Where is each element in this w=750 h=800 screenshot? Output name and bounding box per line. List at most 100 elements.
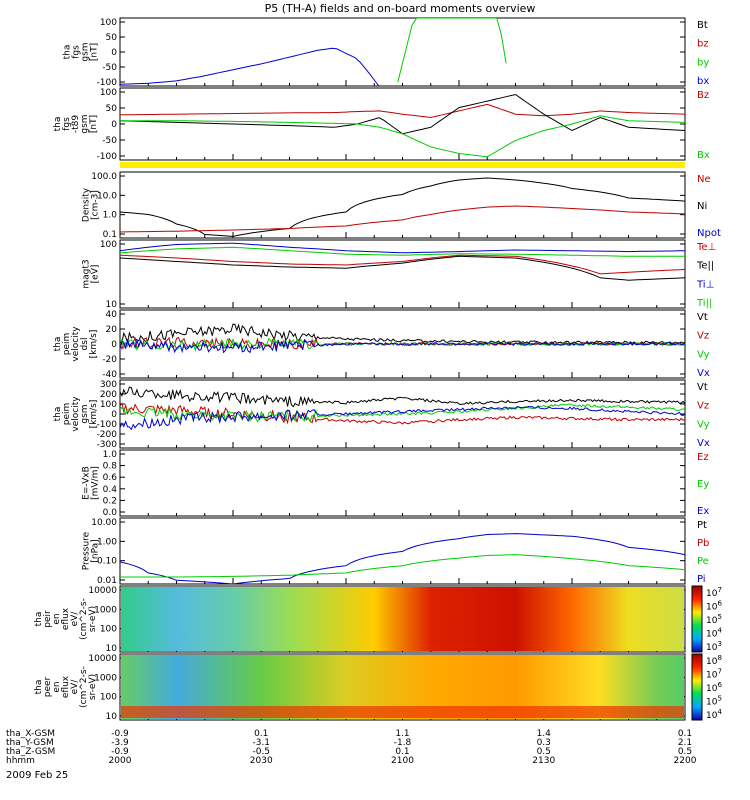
y-axis-label-line: peir — [43, 610, 53, 628]
y-tick-label: 10 — [106, 300, 118, 310]
y-tick-label: 50 — [106, 104, 118, 114]
y-tick-label: -50 — [102, 136, 117, 146]
legend-entry: Te|| — [696, 261, 714, 272]
colorbar-tick-base: 10 — [706, 711, 718, 721]
panel-efield: E=-VxB[mV/m]1.0 0.80.6 0.40.2 0.0 Ez Ey Ex — [82, 449, 709, 518]
colorbar-tick-base: 10 — [706, 630, 718, 640]
series-line-Ne — [120, 205, 685, 233]
legend-entry: Ni — [697, 201, 707, 212]
orbit-row-label: tha_X-GSM — [6, 729, 55, 739]
y-axis-label: E=-VxB[mV/m] — [82, 466, 101, 500]
legend-entry: Bt — [697, 20, 708, 31]
panel-stack: thafgsgsm[nT]100500-50-100Btbzbybxthafgs… — [34, 17, 722, 722]
colorbar-tick-exp: 6 — [717, 681, 722, 689]
y-axis-label-line: [nT] — [90, 43, 100, 61]
y-tick-label: -100 — [97, 152, 118, 162]
orbit-row-value: -3.1 — [252, 738, 270, 748]
y-axis-label-line: sr-eV) — [88, 674, 98, 700]
y-axis-label-line: velocity — [71, 396, 81, 432]
y-axis-label: thapeirenefluxeV/(cm^2-s-sr-eV) — [34, 598, 98, 640]
panel-velocity_dsl: thapeimvelocitydsl[km/s] 40 20 0 -20 -40 Vt Vz V… — [53, 309, 710, 380]
y-tick-label: -200 — [97, 430, 118, 440]
series-line-by — [397, 18, 507, 83]
orbit-row-value: -3.9 — [111, 738, 129, 748]
panel-velocity_gsm: thapeimvelocitygsm[km/s]3002001000-100-2… — [53, 379, 710, 450]
y-tick-label: 0 — [111, 340, 117, 350]
legend-entry: Ne — [697, 174, 711, 185]
colorbar-bar — [691, 653, 703, 721]
orbit-row-value: -0.9 — [111, 729, 129, 739]
colorbar-tick-base: 10 — [706, 657, 718, 667]
y-axis-label-line: tha — [53, 337, 63, 352]
y-axis-label-line: [km/s] — [89, 330, 99, 359]
y-tick-label: 300 — [100, 380, 117, 390]
series-line-Te|| — [120, 255, 685, 281]
y-tick-label: 0.1 — [103, 230, 117, 240]
y-tick-label: 100 — [100, 18, 117, 28]
orbit-row-value: 2130 — [532, 756, 555, 766]
orbit-row-value: 2200 — [674, 756, 697, 766]
y-axis-label-line: [km/s] — [89, 400, 99, 429]
y-tick-label: 50 — [106, 33, 118, 43]
y-axis-label: thapeerenefluxeV/(cm^2-s-sr-eV) — [34, 666, 98, 708]
orbit-footer: tha_X-GSM -0.9 0.1 1.1 1.4 0.1 tha_Y-GSM -3.9 -3… — [6, 729, 697, 766]
y-tick-label: 10 — [106, 712, 118, 722]
y-tick-label: 1000 — [94, 605, 117, 615]
legend-entry: Vz — [697, 401, 709, 412]
series-group — [120, 323, 685, 354]
y-tick-label: 1.00 — [97, 537, 117, 547]
colorbar-tick-label: 104 — [706, 627, 722, 640]
y-axis-label-line: eV/ — [70, 679, 80, 695]
orbit-row-value: -0.5 — [252, 747, 270, 757]
series-group — [120, 93, 685, 158]
y-axis-label: thafgs-t89gsm[nT] — [53, 114, 99, 133]
y-tick-label: 0.0 — [103, 508, 118, 518]
y-axis-label-line: Pressure — [82, 531, 92, 570]
colorbar-tick-label: 107 — [706, 586, 722, 599]
y-axis-label-line: peim — [62, 403, 72, 426]
panel-fgs_t89: thafgs-t89gsm[nT] 100 50 0 -50 -100 Bz Bx — [53, 87, 710, 168]
y-axis-label-line: en — [52, 681, 62, 692]
colorbar-tick-label: 108 — [706, 654, 722, 667]
quality-flag-bar — [120, 162, 685, 168]
y-axis-label: magt3[eV] — [82, 259, 101, 288]
orbit-row-value: 2030 — [250, 756, 273, 766]
y-axis-label-line: velocity — [71, 326, 81, 362]
y-axis-label-line: gsm — [80, 114, 90, 133]
orbit-row-value: 1.1 — [395, 729, 409, 739]
series-group — [120, 177, 685, 237]
y-axis-label-line: tha — [63, 45, 73, 60]
y-axis-label-line: Density — [82, 187, 92, 222]
colorbar-tick-exp: 7 — [717, 668, 721, 676]
y-tick-label: 0.8 — [103, 462, 118, 472]
y-axis-label-line: dsl — [80, 338, 90, 351]
y-axis-label-line: [nT] — [89, 115, 99, 133]
series-line-Te⊥ — [120, 254, 685, 275]
series-line-Vt — [120, 323, 685, 345]
legend-entry: Pb — [697, 538, 709, 549]
y-tick-label: 100 — [100, 625, 117, 635]
colorbar-tick-exp: 4 — [717, 708, 722, 716]
y-tick-label: 100 — [100, 88, 117, 98]
y-tick-label: -20 — [102, 355, 117, 365]
y-axis-label-line: gsm — [80, 404, 90, 423]
orbit-row-value: -1.8 — [394, 738, 412, 748]
y-axis-label-line: eV/ — [70, 611, 80, 627]
orbit-row-label: tha_Z-GSM — [6, 747, 55, 757]
legend-entry: Vy — [697, 349, 710, 360]
y-axis-label-line: tha — [53, 117, 63, 132]
orbit-row-label: tha_Y-GSM — [6, 738, 54, 748]
orbit-row-label: hhmm — [6, 756, 35, 766]
orbit-row-value: 0.3 — [537, 738, 551, 748]
legend-entry: Vx — [697, 438, 710, 449]
orbit-row-value: 1.4 — [537, 729, 552, 739]
series-line-bx — [120, 47, 380, 86]
y-tick-label: -300 — [97, 440, 118, 450]
y-axis-label-line: sr-eV) — [88, 606, 98, 632]
colorbar-tick-exp: 7 — [717, 586, 721, 594]
y-axis-label-line: peim — [62, 333, 72, 356]
y-axis-label-line: en — [52, 613, 62, 624]
y-tick-label: -40 — [102, 370, 117, 380]
colorbar-tick-base: 10 — [706, 589, 718, 599]
